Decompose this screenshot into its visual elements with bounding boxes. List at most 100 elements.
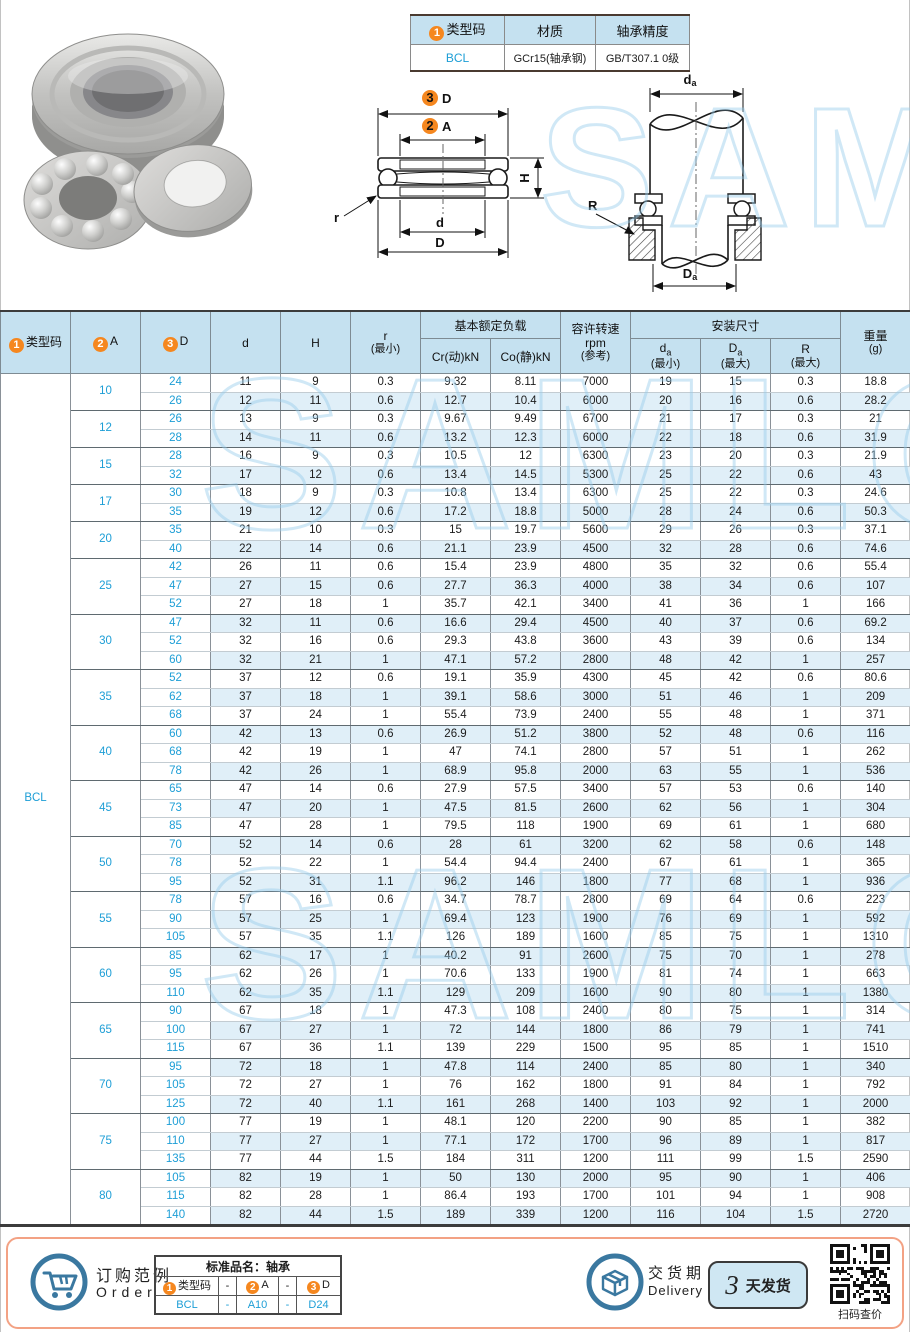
cell-d-outer[interactable]: 115 [140,1187,211,1207]
cell-d-outer[interactable]: 68 [140,706,211,726]
cell-d-outer[interactable]: 28 [140,447,211,467]
cell-r-min: 1 [350,1021,421,1040]
cell-da-min: 85 [630,928,702,948]
cell-d: 67 [210,1002,281,1022]
cell-d-outer[interactable]: 60 [140,725,211,744]
a-group-cell[interactable]: 60 [70,947,141,1003]
a-group-cell[interactable]: 65 [70,1002,141,1059]
cell-cr: 35.7 [420,595,491,615]
cell-d-outer[interactable]: 70 [140,836,211,855]
cell-d-outer[interactable]: 110 [140,984,211,1003]
a-group-cell[interactable]: 55 [70,891,141,948]
cell-h: 24 [280,706,351,726]
order-value-type-code[interactable]: BCL [154,1295,219,1315]
a-group-cell[interactable]: 80 [70,1169,141,1226]
cell-rpm: 6300 [560,484,632,504]
cell-weight: 37.1 [840,521,910,541]
cell-d-outer[interactable]: 125 [140,1095,211,1114]
cell-Da-max: 85 [700,1113,772,1133]
a-group-cell[interactable]: 10 [70,373,141,411]
cell-d-outer[interactable]: 62 [140,688,211,707]
cell-d-outer[interactable]: 73 [140,799,211,818]
a-group-cell[interactable]: 45 [70,780,141,837]
cell-Da-max: 61 [700,817,772,837]
cell-d-outer[interactable]: 68 [140,743,211,763]
cell-d-outer[interactable]: 85 [140,947,211,966]
cell-weight: 936 [840,873,910,892]
cell-co: 268 [489,1095,562,1114]
cell-d-outer[interactable]: 90 [140,1002,211,1022]
cell-d-outer[interactable]: 52 [140,632,211,652]
cell-d-outer[interactable]: 140 [140,1206,211,1226]
cell-d-outer[interactable]: 90 [140,910,211,929]
cell-d-outer[interactable]: 78 [140,891,211,911]
col-group-basic-load: 基本额定负载 [419,310,562,339]
badge-2-icon: 2 [246,1280,260,1294]
cell-cr: 70.6 [420,965,491,985]
type-code-cell[interactable]: BCL [0,373,71,1226]
cell-co: 9.49 [489,410,562,430]
cell-d-outer[interactable]: 78 [140,854,211,874]
svg-text:D: D [435,235,444,250]
cell-d-outer[interactable]: 105 [140,928,211,948]
cell-weight: 908 [840,1187,910,1207]
cell-d-outer[interactable]: 105 [140,1169,211,1188]
cell-d-outer[interactable]: 95 [140,965,211,985]
cell-d-outer[interactable]: 85 [140,817,211,837]
cell-R-max: 1 [770,817,842,837]
cell-rpm: 2200 [560,1113,632,1133]
order-value-d[interactable]: D24 [296,1295,342,1315]
cell-d-outer[interactable]: 52 [140,595,211,615]
cell-d-outer[interactable]: 65 [140,780,211,800]
cell-r-min: 1 [350,910,421,929]
cell-da-min: 62 [630,799,702,818]
cell-d-outer[interactable]: 115 [140,1039,211,1059]
a-group-cell[interactable]: 25 [70,558,141,615]
cell-Da-max: 48 [700,706,772,726]
a-group-cell[interactable]: 20 [70,521,141,559]
col-header-weight: 重量 (g) [840,310,910,374]
a-group-cell[interactable]: 50 [70,836,141,892]
order-value-a[interactable]: A10 [236,1295,279,1315]
cell-d-outer[interactable]: 32 [140,466,211,485]
cell-h: 16 [280,891,351,911]
a-group-cell[interactable]: 17 [70,484,141,522]
cell-Da-max: 69 [700,910,772,929]
cell-weight: 340 [840,1058,910,1077]
a-group-cell[interactable]: 40 [70,725,141,781]
cell-d-outer[interactable]: 47 [140,614,211,633]
cell-d-outer[interactable]: 100 [140,1021,211,1040]
cell-R-max: 1.5 [770,1150,842,1170]
cell-d-outer[interactable]: 35 [140,521,211,541]
a-group-cell[interactable]: 15 [70,447,141,485]
cell-d: 67 [210,1039,281,1059]
a-group-cell[interactable]: 75 [70,1113,141,1170]
cell-d-outer[interactable]: 47 [140,577,211,596]
cell-d-outer[interactable]: 100 [140,1113,211,1133]
cell-d-outer[interactable]: 42 [140,558,211,578]
cell-d-outer[interactable]: 95 [140,873,211,892]
cell-d-outer[interactable]: 26 [140,410,211,430]
cell-d-outer[interactable]: 30 [140,484,211,504]
cell-d-outer[interactable]: 78 [140,762,211,781]
a-group-cell[interactable]: 35 [70,669,141,726]
cell-d-outer[interactable]: 52 [140,669,211,689]
cell-d-outer[interactable]: 95 [140,1058,211,1077]
cell-d-outer[interactable]: 28 [140,429,211,448]
a-group-cell[interactable]: 70 [70,1058,141,1114]
cell-d-outer[interactable]: 135 [140,1150,211,1170]
cell-d-outer[interactable]: 26 [140,392,211,411]
cell-d-outer[interactable]: 105 [140,1076,211,1096]
cell-d-outer[interactable]: 40 [140,540,211,559]
cell-d-outer[interactable]: 110 [140,1132,211,1151]
cell-da-min: 111 [630,1150,702,1170]
a-group-cell[interactable]: 12 [70,410,141,448]
cell-r-min: 0.6 [350,577,421,596]
a-group-cell[interactable]: 30 [70,614,141,670]
cell-d-outer[interactable]: 60 [140,651,211,670]
cell-d-outer[interactable]: 35 [140,503,211,522]
cell-cr: 55.4 [420,706,491,726]
cell-d-outer[interactable]: 24 [140,373,211,393]
info-value-type-code[interactable]: BCL [410,44,505,72]
badge-3-icon: 3 [162,336,178,352]
